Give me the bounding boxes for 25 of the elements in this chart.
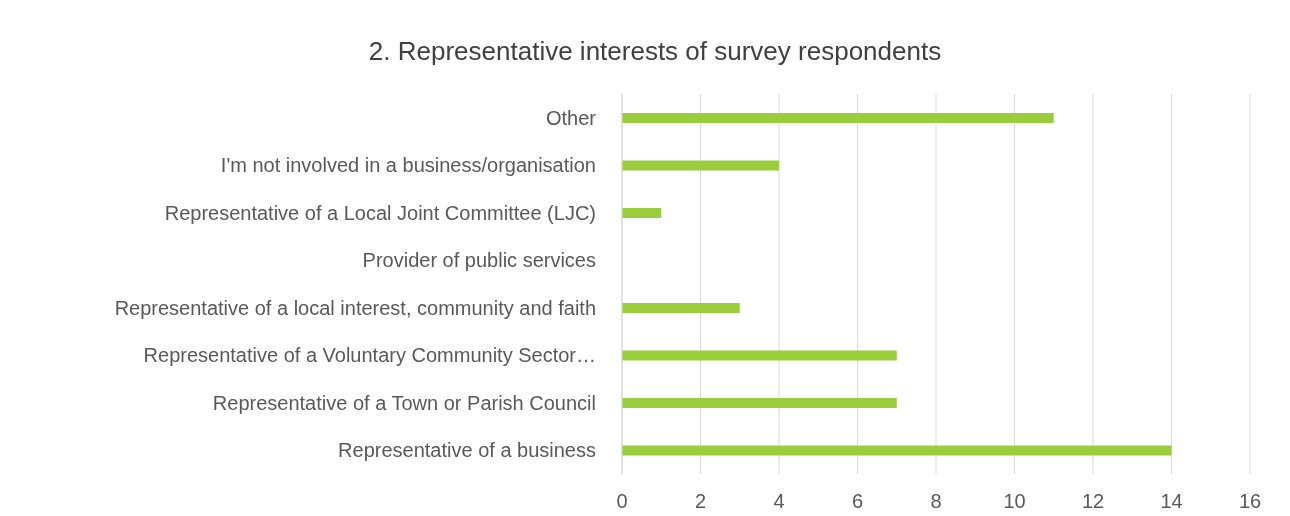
x-tick-label: 6 <box>851 490 864 513</box>
bar <box>622 445 1172 456</box>
y-tick-label: Representative of a local interest, community and faith <box>114 296 596 319</box>
bar <box>622 350 897 361</box>
x-tick-label: 16 <box>1238 490 1262 513</box>
y-tick-label: Representative of a Local Joint Committee (LJC) <box>164 201 596 224</box>
y-tick-label: Representative of a Voluntary Community Sector… <box>143 344 596 367</box>
x-tick-label: 0 <box>616 490 628 513</box>
y-tick-label: I'm not involved in a business/organisation <box>220 154 596 177</box>
x-tick-label: 14 <box>1160 490 1183 513</box>
chart-title: 2. Representative interests of survey respondents <box>367 34 943 68</box>
x-tick-label: 2 <box>694 490 707 513</box>
bar <box>622 303 740 313</box>
y-tick-label: Representative of a business <box>338 439 596 462</box>
x-tick-label: 8 <box>930 490 942 513</box>
x-tick-label: 4 <box>773 490 785 513</box>
x-tick-label: 10 <box>1003 490 1026 513</box>
y-tick-label: Provider of public services <box>362 249 596 272</box>
bar <box>622 398 897 408</box>
bar <box>622 208 662 218</box>
bar <box>622 160 779 171</box>
bar <box>622 113 1054 123</box>
y-tick-label: Other <box>545 106 597 129</box>
y-tick-label: Representative of a Town or Parish Council <box>212 391 596 414</box>
x-tick-label: 12 <box>1081 490 1105 513</box>
